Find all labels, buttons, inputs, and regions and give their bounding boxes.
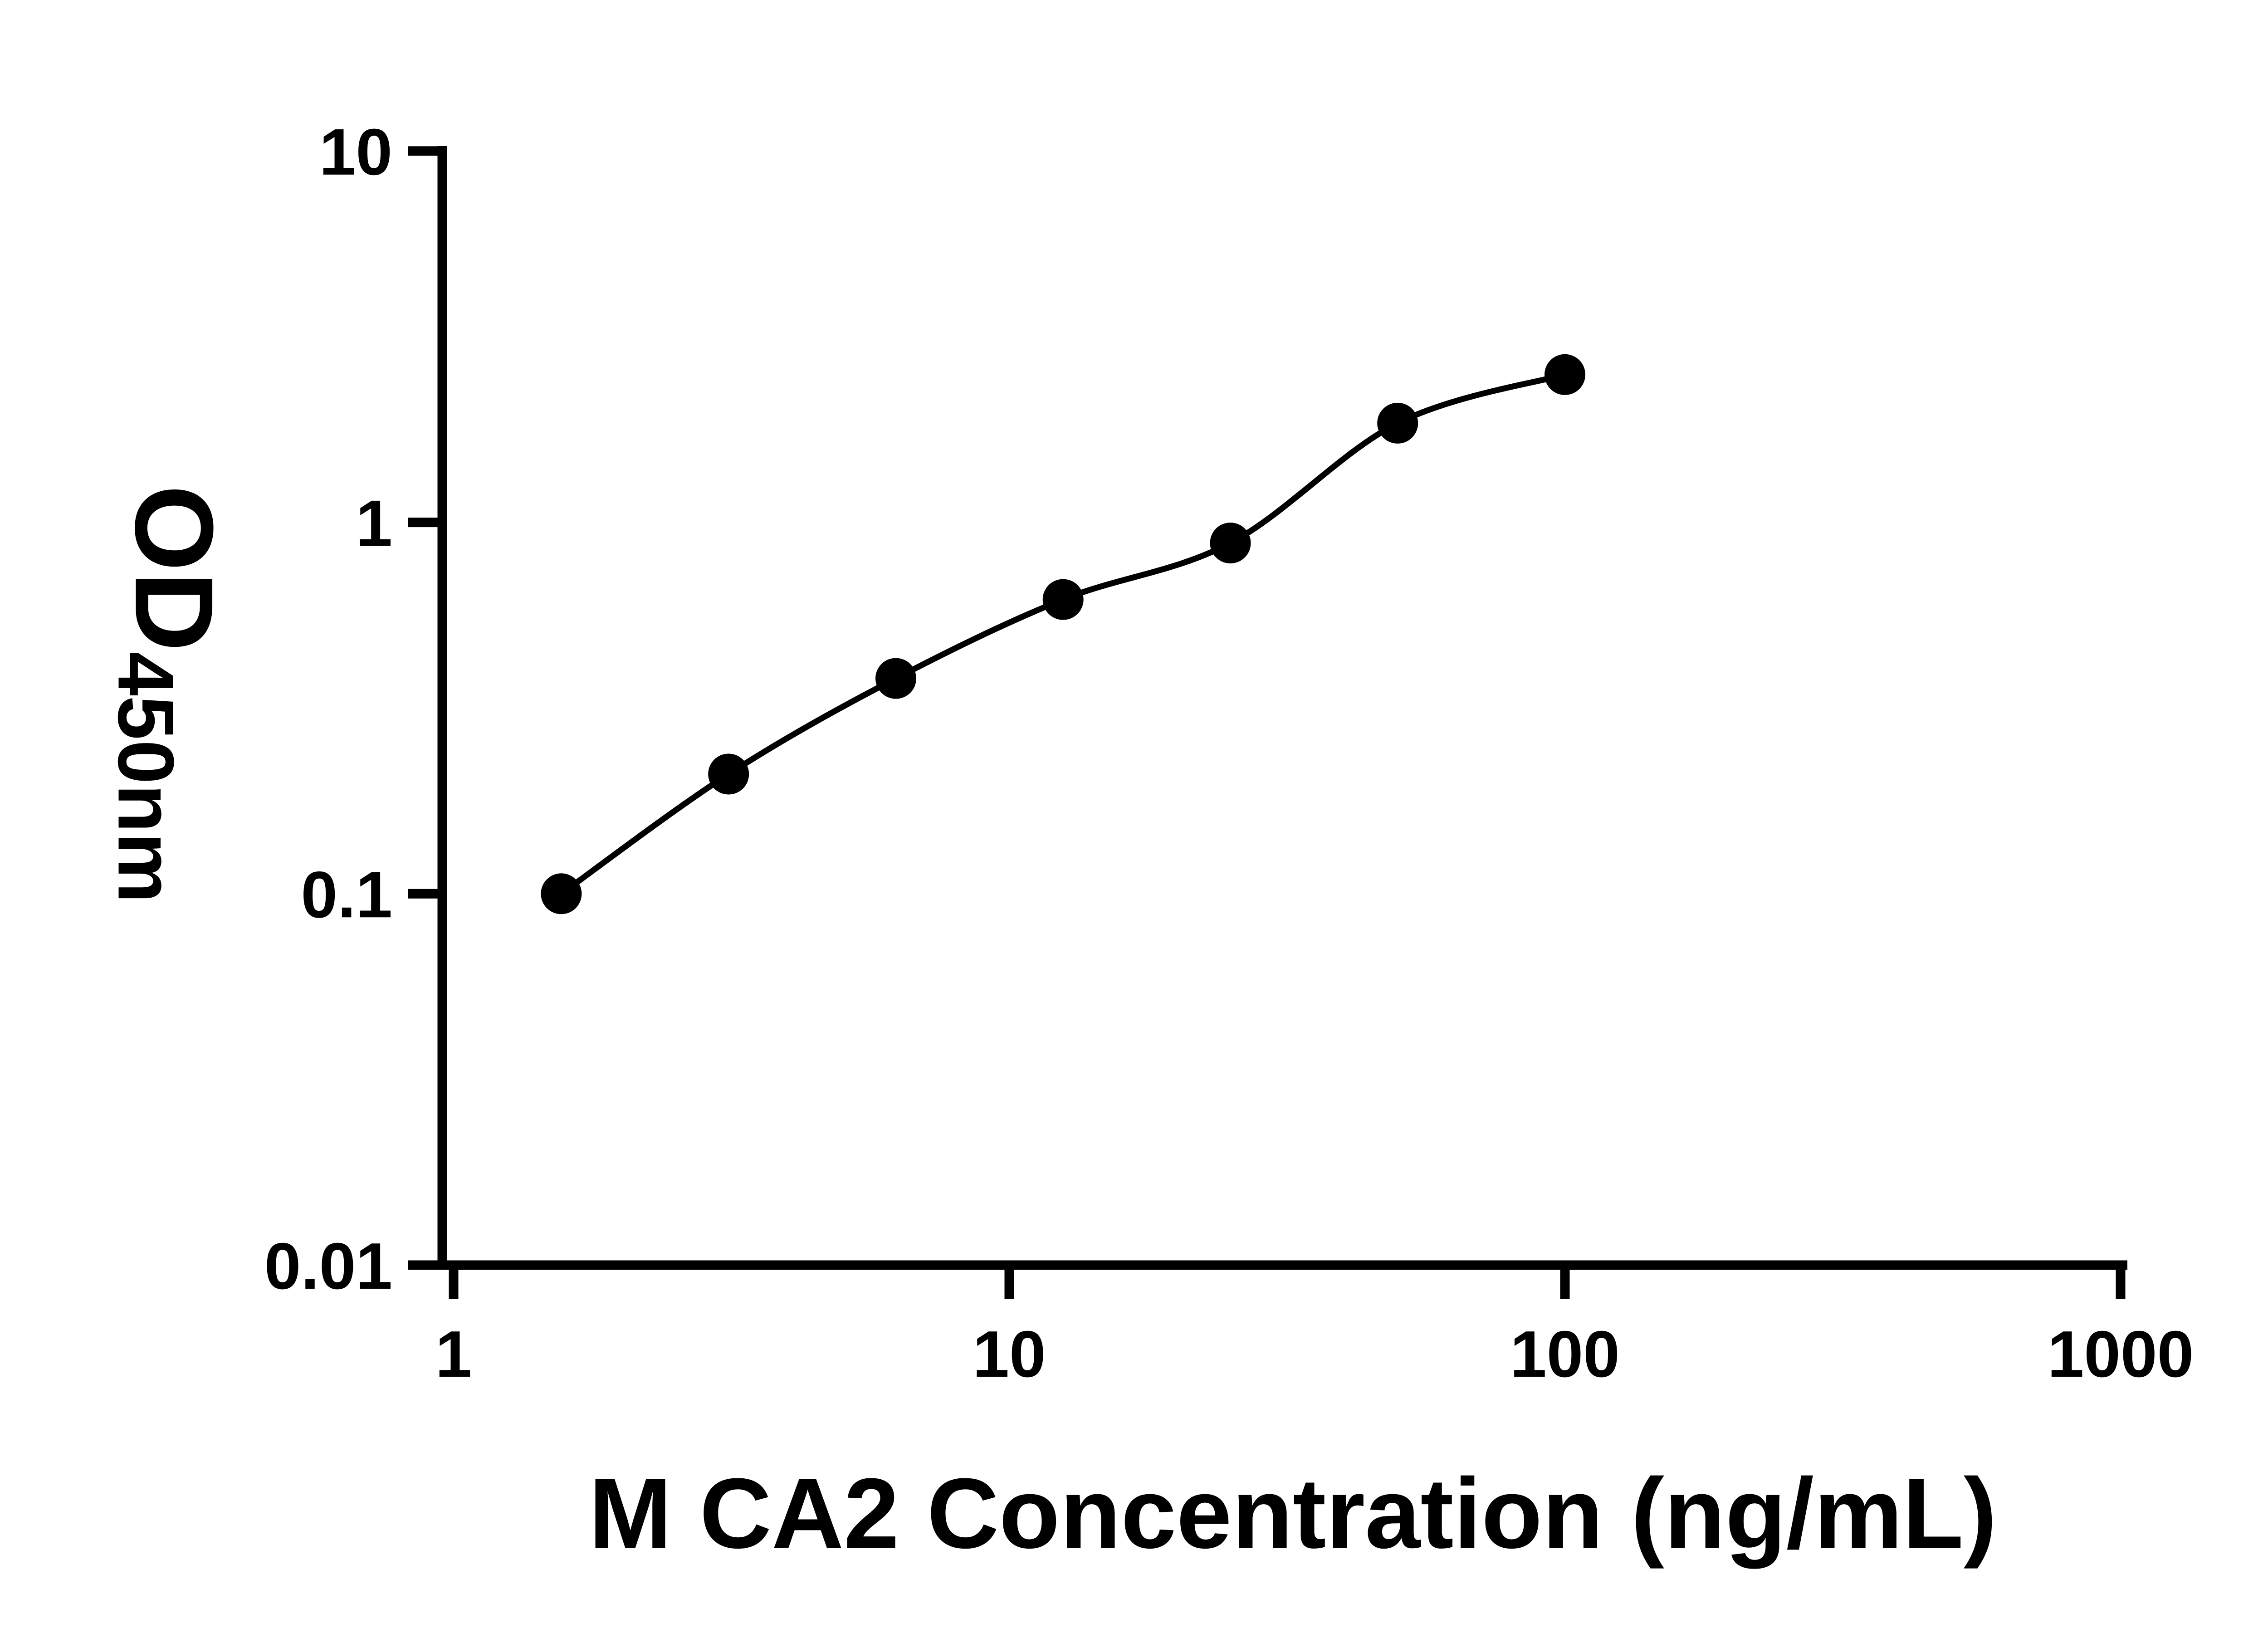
x-tick-label: 10 bbox=[973, 1317, 1046, 1391]
y-axis-title-main: OD bbox=[112, 485, 237, 652]
data-point bbox=[1545, 354, 1585, 395]
y-axis-title-subscript: 450nm bbox=[101, 651, 190, 903]
data-point bbox=[1377, 402, 1418, 444]
data-point bbox=[1042, 579, 1084, 620]
y-tick-label: 0.1 bbox=[301, 858, 392, 931]
y-axis-title: OD450nm bbox=[102, 485, 237, 903]
data-point bbox=[541, 873, 582, 914]
x-axis-title: M CA2 Concentration (ng/mL) bbox=[588, 1457, 1997, 1569]
y-tick-label: 1 bbox=[356, 487, 392, 560]
y-tick-label: 10 bbox=[319, 115, 392, 189]
fit-curve bbox=[559, 372, 1566, 896]
data-point bbox=[875, 658, 916, 699]
data-point bbox=[708, 753, 749, 795]
x-tick-label: 100 bbox=[1510, 1317, 1620, 1391]
data-point bbox=[1210, 523, 1251, 564]
x-tick-label: 1000 bbox=[2048, 1317, 2194, 1391]
y-tick-label: 0.01 bbox=[264, 1229, 392, 1303]
x-tick-label: 1 bbox=[435, 1317, 472, 1391]
